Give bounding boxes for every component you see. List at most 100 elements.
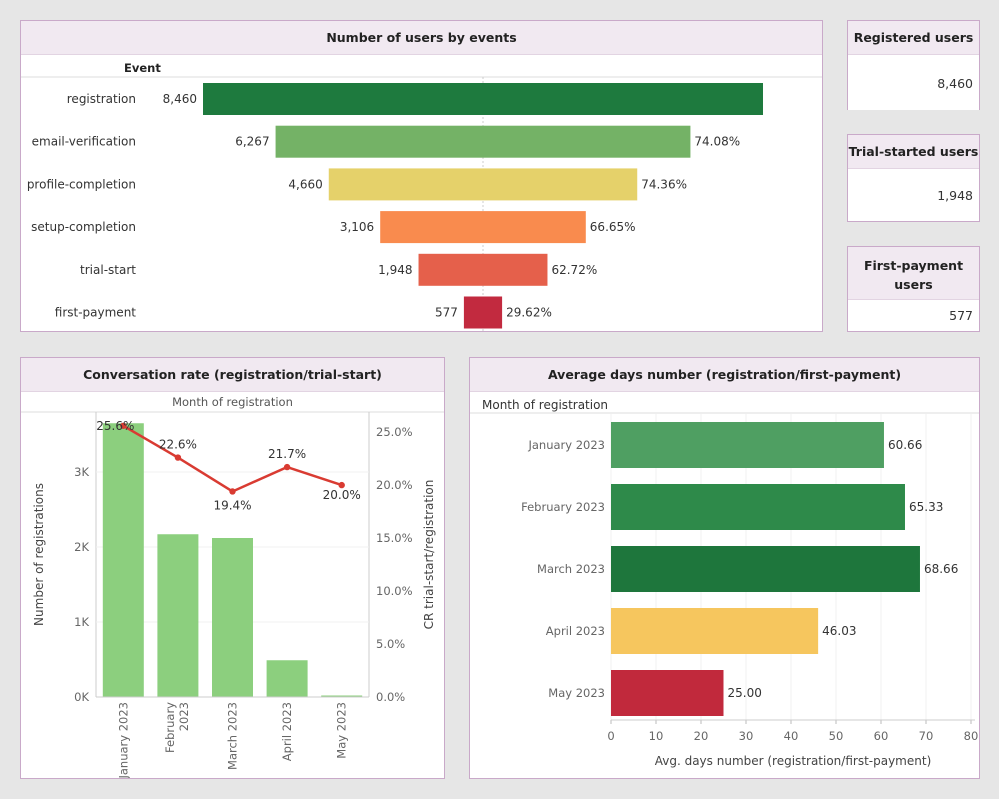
x-tick-label: May 2023 bbox=[335, 702, 349, 759]
funnel-value-label: 577 bbox=[435, 306, 458, 320]
x-axis-title: Avg. days number (registration/first-pay… bbox=[655, 754, 932, 768]
registration-bar bbox=[157, 534, 199, 697]
funnel-category-label: profile-completion bbox=[27, 177, 136, 191]
y-axis-title: Month of registration bbox=[482, 398, 608, 412]
days-value-label: 68.66 bbox=[924, 562, 958, 576]
days-title: Average days number (registration/first-… bbox=[470, 358, 979, 392]
kpi-trial-title: Trial-started users bbox=[848, 135, 979, 169]
cr-chart: 0K 1K 2K 3K 0.0% 5.0% 10.0% 15.0% 20.0% 25.0% Numb… bbox=[21, 411, 444, 778]
cr-point-label: 19.4% bbox=[213, 498, 251, 512]
cr-point bbox=[174, 454, 182, 461]
funnel-bar bbox=[418, 253, 548, 286]
funnel-category-label: registration bbox=[67, 92, 136, 106]
right-tick-label: 25.0% bbox=[376, 425, 413, 439]
funnel-chart: Event registration 8,460 email-verification… bbox=[21, 61, 822, 331]
x-tick-label: February bbox=[163, 702, 177, 753]
cr-point bbox=[283, 463, 291, 471]
cr-point bbox=[338, 481, 345, 489]
event-column-header: Event bbox=[124, 61, 161, 75]
funnel-title: Number of users by events bbox=[21, 21, 822, 55]
month-label: May 2023 bbox=[548, 686, 605, 700]
cr-point-label: 25.6% bbox=[96, 419, 134, 433]
registration-bar bbox=[102, 423, 144, 697]
funnel-category-label: setup-completion bbox=[31, 220, 136, 234]
cr-title: Conversation rate (registration/trial-st… bbox=[21, 358, 444, 392]
funnel-value-label: 6,267 bbox=[235, 135, 269, 149]
kpi-registered-card: Registered users 8,460 bbox=[847, 20, 980, 110]
cr-point-label: 21.7% bbox=[268, 447, 306, 461]
x-tick-label: 20 bbox=[694, 729, 709, 743]
cr-subheader: Month of registration bbox=[172, 395, 293, 409]
month-label: February 2023 bbox=[521, 500, 605, 514]
x-tick-label: April 2023 bbox=[280, 702, 294, 761]
kpi-trial-card: Trial-started users 1,948 bbox=[847, 134, 980, 222]
cr-point bbox=[229, 488, 236, 495]
days-value-label: 65.33 bbox=[909, 500, 943, 514]
funnel-category-label: trial-start bbox=[80, 263, 136, 277]
registration-bar bbox=[266, 660, 308, 697]
x-tick-label: 50 bbox=[829, 729, 844, 743]
kpi-registered-value: 8,460 bbox=[937, 76, 973, 91]
x-tick-label: 70 bbox=[919, 729, 934, 743]
days-bar bbox=[611, 546, 920, 592]
right-axis-title: CR trial-start/registration bbox=[422, 480, 436, 630]
registration-bar bbox=[212, 538, 253, 697]
right-tick-label: 5.0% bbox=[376, 637, 405, 651]
right-tick-label: 0.0% bbox=[376, 690, 405, 704]
days-bar bbox=[611, 670, 724, 716]
kpi-first-payment-title: First-payment users bbox=[848, 247, 979, 300]
x-tick-label: 2023 bbox=[177, 702, 191, 731]
days-bar bbox=[611, 422, 884, 468]
days-panel: Average days number (registration/first-… bbox=[469, 357, 980, 779]
left-axis-title: Number of registrations bbox=[32, 483, 46, 626]
funnel-bar bbox=[380, 211, 586, 244]
x-tick-label: 40 bbox=[784, 729, 799, 743]
funnel-value-label: 8,460 bbox=[163, 92, 197, 106]
cr-line bbox=[122, 424, 343, 493]
days-chart: Month of registration 0 10 20 30 40 50 60 70 80 Av… bbox=[470, 398, 979, 768]
x-tick-label: 10 bbox=[649, 729, 664, 743]
days-value-label: 25.00 bbox=[728, 686, 762, 700]
funnel-conversion-label: 29.62% bbox=[506, 306, 552, 320]
left-tick-label: 3K bbox=[74, 465, 89, 479]
funnel-bar bbox=[463, 296, 503, 329]
days-value-label: 60.66 bbox=[888, 438, 922, 452]
funnel-conversion-label: 66.65% bbox=[590, 220, 636, 234]
x-tick-label: 80 bbox=[964, 729, 979, 743]
x-tick-label: January 2023 bbox=[116, 702, 130, 778]
funnel-value-label: 1,948 bbox=[378, 263, 412, 277]
x-tick-label: 30 bbox=[739, 729, 754, 743]
funnel-category-label: first-payment bbox=[55, 306, 137, 320]
kpi-registered-title: Registered users bbox=[848, 21, 979, 55]
month-label: January 2023 bbox=[527, 438, 605, 452]
funnel-category-label: email-verification bbox=[32, 135, 136, 149]
right-tick-label: 10.0% bbox=[376, 584, 413, 598]
left-tick-label: 2K bbox=[74, 540, 89, 554]
funnel-panel: Number of users by events Event registrat… bbox=[20, 20, 823, 332]
month-label: March 2023 bbox=[537, 562, 605, 576]
month-label: April 2023 bbox=[546, 624, 605, 638]
left-tick-label: 1K bbox=[74, 615, 89, 629]
left-tick-label: 0K bbox=[74, 690, 89, 704]
right-tick-label: 20.0% bbox=[376, 478, 413, 492]
funnel-conversion-label: 74.36% bbox=[641, 177, 687, 191]
days-value-label: 46.03 bbox=[822, 624, 856, 638]
funnel-bar bbox=[275, 125, 691, 158]
funnel-value-label: 4,660 bbox=[288, 177, 322, 191]
days-bar bbox=[611, 484, 905, 530]
cr-point bbox=[120, 422, 127, 429]
right-tick-label: 15.0% bbox=[376, 531, 413, 545]
cr-point-label: 22.6% bbox=[159, 438, 197, 452]
cr-panel: Conversation rate (registration/trial-st… bbox=[20, 357, 445, 779]
kpi-first-payment-card: First-payment users 577 bbox=[847, 246, 980, 332]
funnel-bar bbox=[328, 168, 638, 201]
days-bar bbox=[611, 608, 819, 654]
funnel-conversion-label: 74.08% bbox=[694, 135, 740, 149]
registration-bar bbox=[321, 695, 363, 697]
kpi-first-payment-value: 577 bbox=[949, 308, 973, 323]
x-tick-label: 0 bbox=[607, 729, 614, 743]
kpi-trial-value: 1,948 bbox=[937, 188, 973, 203]
x-tick-label: March 2023 bbox=[226, 702, 240, 770]
x-tick-label: 60 bbox=[874, 729, 889, 743]
cr-point-label: 20.0% bbox=[323, 488, 361, 502]
